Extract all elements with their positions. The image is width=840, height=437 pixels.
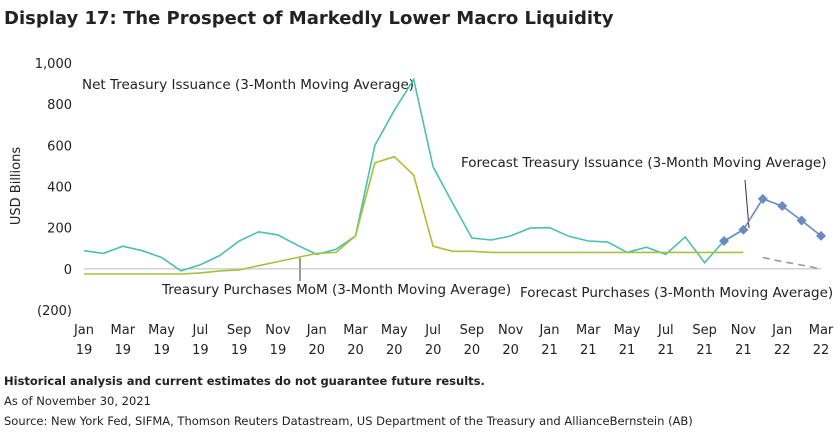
series-label: Forecast Purchases (3-Month Moving Avera… xyxy=(520,285,833,301)
x-tick-label: May 19 xyxy=(148,323,175,358)
x-tick-label: Jan 20 xyxy=(306,323,327,358)
y-tick-label: (200) xyxy=(37,304,72,319)
series-line xyxy=(762,256,822,270)
x-tick-label: Jul 21 xyxy=(657,323,674,358)
x-tick-label: Nov 21 xyxy=(731,323,757,358)
series-line xyxy=(83,77,744,272)
y-tick-label: 600 xyxy=(47,139,72,154)
y-axis-label: USD Billions xyxy=(9,147,24,225)
y-tick-label: 1,000 xyxy=(35,57,72,72)
x-tick-label: May 20 xyxy=(381,323,408,358)
series-label: Forecast Treasury Issuance (3-Month Movi… xyxy=(461,155,826,171)
x-tick-label: Jan 19 xyxy=(73,323,94,358)
data-point xyxy=(816,230,826,241)
x-tick-label: Sep 20 xyxy=(460,323,485,358)
series-line xyxy=(84,155,744,275)
series-label: Net Treasury Issuance (3-Month Moving Av… xyxy=(82,77,414,93)
data-point xyxy=(796,215,807,226)
source: Source: New York Fed, SIFMA, Thomson Reu… xyxy=(4,414,693,428)
series-line xyxy=(723,197,822,242)
data-point xyxy=(719,236,730,247)
x-tick-label: Nov 19 xyxy=(265,323,291,358)
x-tick-label: Mar 19 xyxy=(111,323,136,358)
data-point xyxy=(777,201,788,212)
x-tick-label: Nov 20 xyxy=(498,323,524,358)
x-tick-label: Sep 19 xyxy=(227,323,252,358)
x-tick-label: Jan 21 xyxy=(538,323,559,358)
y-tick-label: 200 xyxy=(47,222,72,237)
x-tick-label: Mar 20 xyxy=(343,323,368,358)
x-tick-label: Mar 21 xyxy=(576,323,601,358)
x-tick-label: May 21 xyxy=(614,323,641,358)
data-point xyxy=(757,193,768,204)
x-tick-label: Jul 19 xyxy=(192,323,209,358)
y-tick-label: 400 xyxy=(47,181,72,196)
y-tick-label: 800 xyxy=(47,98,72,113)
chart-title: Display 17: The Prospect of Markedly Low… xyxy=(4,8,614,29)
leader-line xyxy=(744,179,750,229)
data-point xyxy=(738,224,749,235)
x-tick-label: Jan 22 xyxy=(771,323,792,358)
y-tick-label: 0 xyxy=(64,263,72,278)
series-label: Treasury Purchases MoM (3-Month Moving A… xyxy=(161,282,511,298)
x-tick-label: Jul 20 xyxy=(424,323,441,358)
note: As of November 30, 2021 xyxy=(4,394,151,408)
note: Historical analysis and current estimate… xyxy=(4,374,485,388)
x-tick-label: Mar 22 xyxy=(809,323,834,358)
x-tick-label: Sep 21 xyxy=(692,323,717,358)
